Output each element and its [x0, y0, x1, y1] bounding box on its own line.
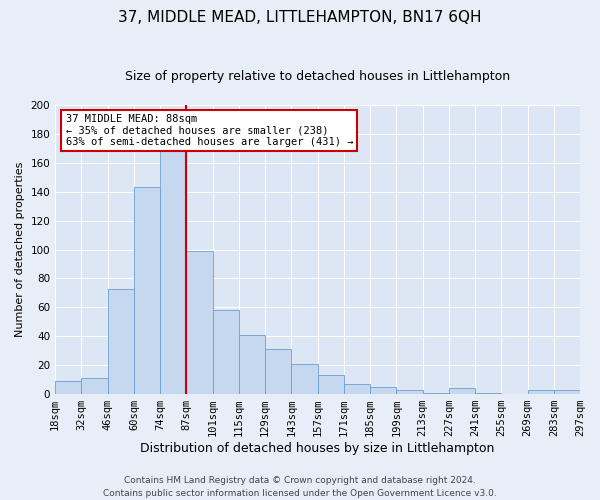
Bar — [212, 310, 239, 394]
Bar — [187, 251, 212, 394]
Bar — [134, 188, 160, 394]
Bar — [82, 378, 107, 394]
Title: Size of property relative to detached houses in Littlehampton: Size of property relative to detached ho… — [125, 70, 510, 83]
Bar — [317, 376, 344, 394]
Text: 37, MIDDLE MEAD, LITTLEHAMPTON, BN17 6QH: 37, MIDDLE MEAD, LITTLEHAMPTON, BN17 6QH — [118, 10, 482, 25]
Bar — [292, 364, 317, 394]
Y-axis label: Number of detached properties: Number of detached properties — [15, 162, 25, 337]
Bar — [160, 148, 187, 394]
Bar — [475, 392, 501, 394]
Bar — [265, 350, 292, 394]
Bar — [422, 392, 449, 394]
Bar — [239, 335, 265, 394]
Bar — [55, 381, 82, 394]
Bar — [344, 384, 370, 394]
Text: Contains HM Land Registry data © Crown copyright and database right 2024.
Contai: Contains HM Land Registry data © Crown c… — [103, 476, 497, 498]
Bar — [370, 387, 397, 394]
X-axis label: Distribution of detached houses by size in Littlehampton: Distribution of detached houses by size … — [140, 442, 495, 455]
Bar — [527, 390, 554, 394]
Bar — [397, 390, 422, 394]
Text: 37 MIDDLE MEAD: 88sqm
← 35% of detached houses are smaller (238)
63% of semi-det: 37 MIDDLE MEAD: 88sqm ← 35% of detached … — [65, 114, 353, 147]
Bar — [107, 288, 134, 394]
Bar — [449, 388, 475, 394]
Bar — [554, 390, 580, 394]
